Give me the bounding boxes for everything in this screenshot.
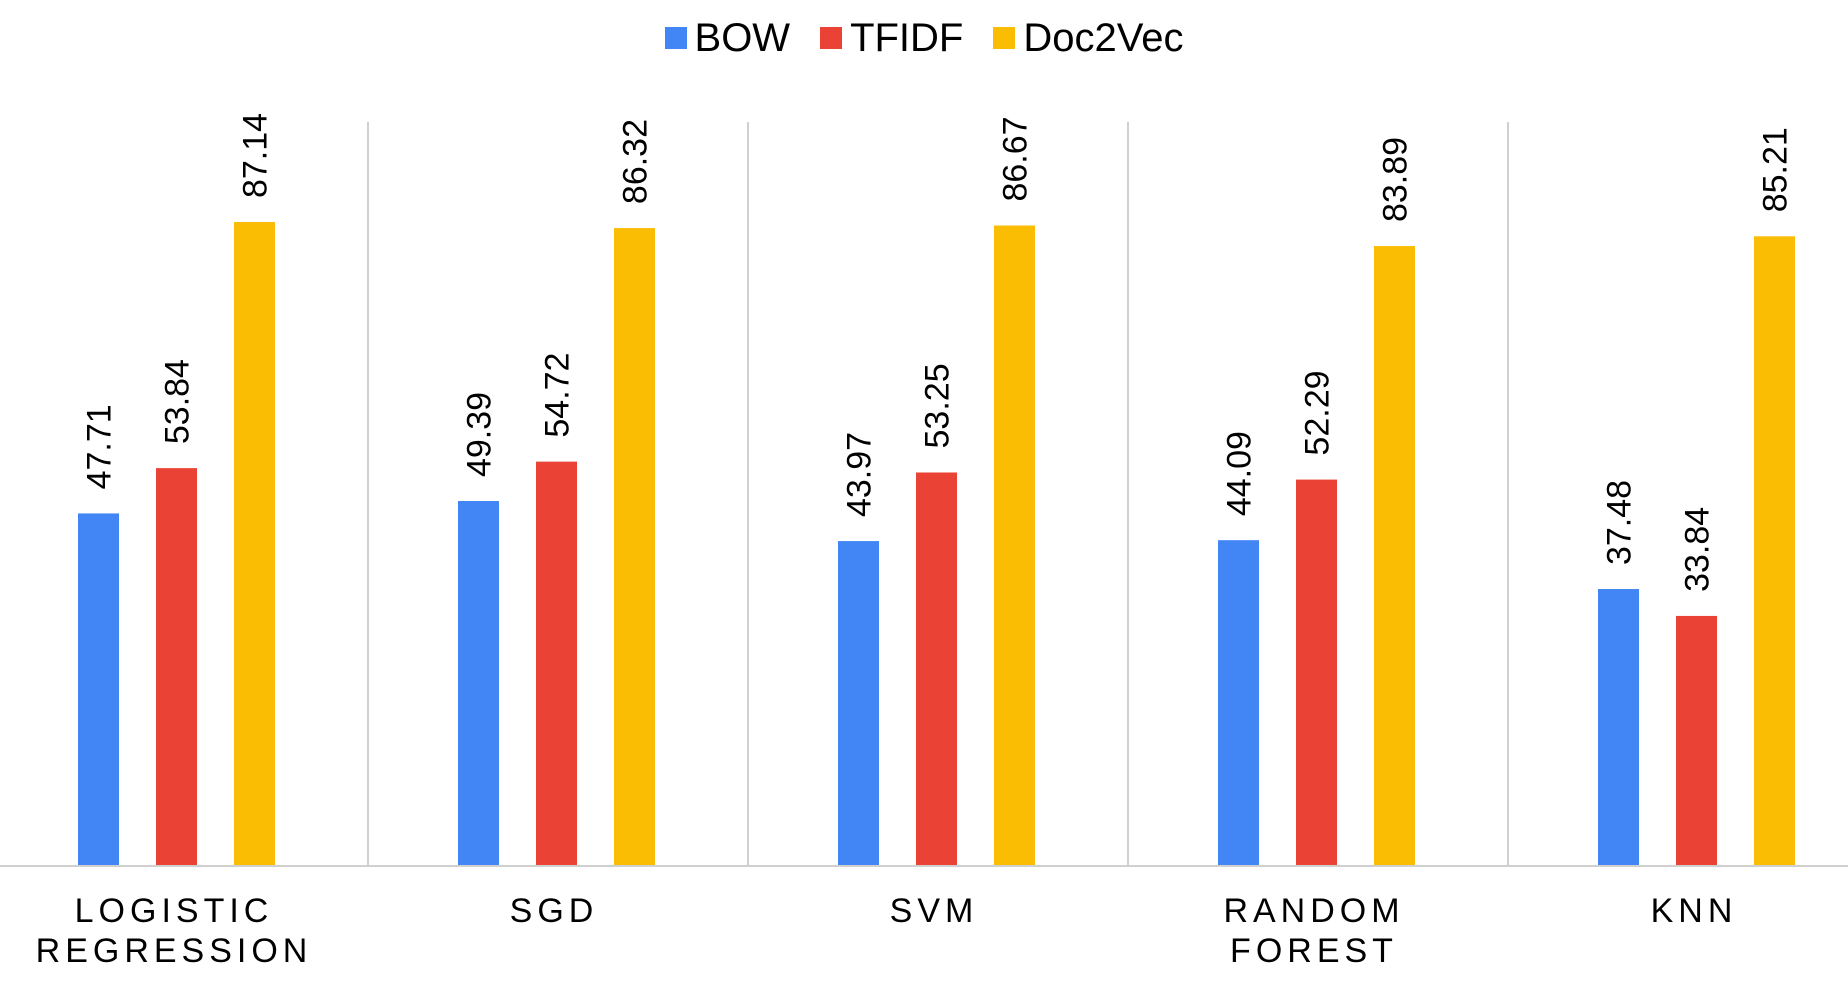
value-label: 33.84 <box>1679 507 1717 592</box>
category-label: LOGISTIC <box>75 892 274 930</box>
bar-tfidf-2 <box>916 472 957 866</box>
legend-item-tfidf: TFIDF <box>820 14 963 62</box>
legend-label-doc2vec: Doc2Vec <box>1023 16 1184 60</box>
value-label: 86.32 <box>617 119 655 204</box>
legend-item-doc2vec: Doc2Vec <box>993 14 1183 62</box>
category-label: SVM <box>890 892 979 930</box>
bar-doc2vec-3 <box>1374 246 1415 866</box>
legend-label-tfidf: TFIDF <box>850 16 964 60</box>
bar-tfidf-3 <box>1296 479 1337 866</box>
value-label: 43.97 <box>841 432 879 517</box>
bar-bow-4 <box>1598 589 1639 866</box>
category-label: REGRESSION <box>36 932 313 970</box>
value-label: 47.71 <box>81 404 119 489</box>
category-label: SGD <box>510 892 599 930</box>
value-label: 44.09 <box>1221 431 1259 516</box>
category-label: KNN <box>1651 892 1738 930</box>
bar-bow-0 <box>78 513 119 866</box>
bar-bow-2 <box>838 541 879 866</box>
value-label: 49.39 <box>461 392 499 477</box>
value-label: 37.48 <box>1601 480 1639 565</box>
value-label: 53.84 <box>159 359 197 444</box>
bar-tfidf-0 <box>156 468 197 866</box>
value-label: 87.14 <box>237 113 275 198</box>
chart-legend: BOW TFIDF Doc2Vec <box>0 14 1848 62</box>
bar-doc2vec-0 <box>234 222 275 866</box>
value-label: 52.29 <box>1299 370 1337 455</box>
value-label: 85.21 <box>1757 127 1795 212</box>
value-label: 53.25 <box>919 363 957 448</box>
value-label: 54.72 <box>539 353 577 438</box>
bar-tfidf-1 <box>536 461 577 866</box>
bar-tfidf-4 <box>1676 615 1717 866</box>
bar-bow-3 <box>1218 540 1259 866</box>
legend-item-bow: BOW <box>664 14 791 62</box>
bar-doc2vec-2 <box>994 225 1035 867</box>
bar-bow-1 <box>458 501 499 866</box>
value-label: 86.67 <box>997 116 1035 201</box>
legend-swatch-tfidf <box>820 27 843 49</box>
legend-label-bow: BOW <box>694 16 791 60</box>
category-label: RANDOM <box>1223 892 1404 930</box>
category-label: FOREST <box>1230 932 1398 970</box>
legend-swatch-bow <box>664 27 687 49</box>
bar-doc2vec-1 <box>614 228 655 866</box>
bar-doc2vec-4 <box>1754 236 1795 866</box>
value-label: 83.89 <box>1377 137 1415 222</box>
legend-swatch-doc2vec <box>993 27 1016 49</box>
